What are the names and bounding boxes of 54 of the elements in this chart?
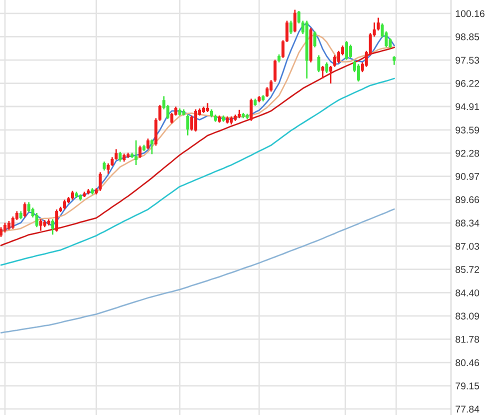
candlestick	[39, 218, 42, 232]
candlestick	[166, 104, 170, 120]
candlestick	[146, 138, 150, 150]
candlestick	[118, 151, 122, 162]
candlestick	[325, 62, 328, 74]
candlestick	[138, 144, 142, 159]
y-tick-label: 80.46	[456, 359, 480, 366]
candlestick	[289, 20, 292, 35]
line-series	[0, 78, 395, 266]
y-tick-label: 77.84	[456, 406, 480, 413]
candlestick	[313, 30, 316, 48]
candlestick	[250, 98, 253, 122]
y-tick-label: 85.72	[456, 266, 480, 273]
y-tick-label: 100.16	[456, 10, 484, 18]
candlestick	[190, 114, 194, 132]
candlestick	[23, 202, 26, 218]
candlestick	[376, 17, 380, 32]
y-tick-label: 84.40	[456, 289, 480, 296]
candlestick	[51, 218, 54, 236]
candlestick	[333, 54, 336, 68]
y-tick-label: 88.34	[456, 220, 480, 227]
y-tick-label: 83.09	[456, 312, 480, 320]
candlestick	[285, 20, 288, 43]
candlestick	[282, 40, 284, 59]
candlestick	[194, 108, 198, 132]
candlestick	[106, 162, 110, 175]
candlestick	[0, 226, 2, 238]
y-tick-label: 92.28	[456, 150, 480, 157]
candlestick	[345, 40, 348, 60]
candlestick	[134, 140, 138, 166]
candlestick	[55, 208, 58, 232]
y-tick-label: 98.85	[456, 33, 480, 40]
y-tick-label: 79.15	[456, 382, 480, 390]
candlestick	[150, 138, 154, 155]
line-series	[0, 208, 395, 334]
candlestick	[349, 44, 352, 59]
candlestick	[3, 222, 6, 234]
candlestick	[356, 63, 360, 82]
candlestick	[98, 172, 102, 192]
y-tick-label: 97.53	[456, 56, 480, 64]
candlestick	[317, 54, 320, 73]
candlestick	[293, 9, 296, 33]
candlestick	[329, 65, 332, 84]
y-tick-label: 89.66	[456, 196, 480, 204]
candlestick	[63, 199, 66, 210]
y-tick-label: 81.78	[456, 336, 480, 343]
candlestick	[186, 114, 190, 136]
y-tick-label: 94.91	[456, 103, 480, 110]
y-tick-label: 90.97	[456, 173, 480, 180]
y-tick-label: 87.03	[456, 242, 480, 250]
candlestick	[321, 65, 324, 80]
y-tick-label: 93.59	[456, 126, 480, 134]
y-tick-label: 96.22	[456, 80, 480, 87]
candlestick	[337, 50, 340, 64]
